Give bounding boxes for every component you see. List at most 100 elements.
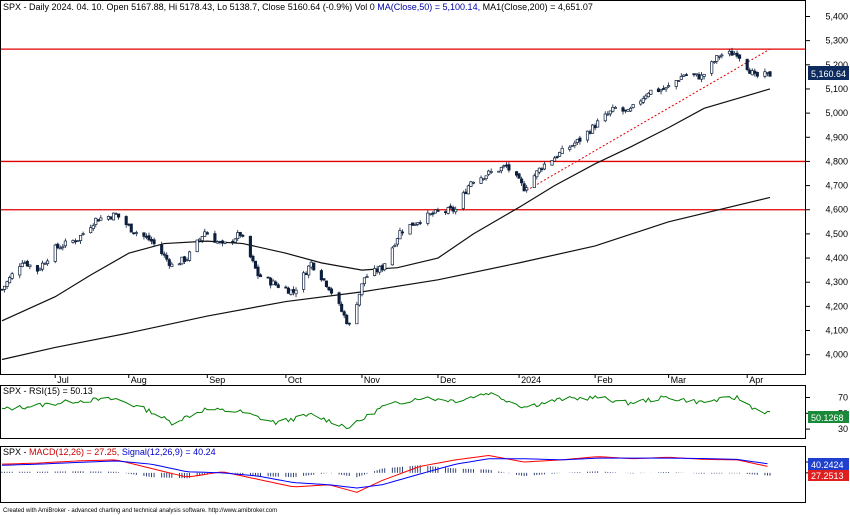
candle-body	[76, 240, 80, 242]
price-y-tick-label: 4,700	[825, 181, 848, 191]
candle-body	[294, 289, 298, 295]
candle-body	[697, 74, 701, 80]
candle-body	[433, 209, 437, 214]
candle-body	[489, 171, 493, 173]
candle-body	[220, 240, 225, 244]
candle-body	[400, 231, 405, 234]
month-label: Feb	[597, 375, 613, 385]
candle-body	[357, 293, 361, 306]
candle-body	[560, 147, 564, 154]
candle-body	[129, 223, 133, 233]
candle-body	[504, 164, 508, 167]
candle-body	[286, 287, 290, 294]
candle-body	[464, 191, 468, 195]
candle-body	[677, 80, 681, 82]
candle-body	[621, 107, 625, 112]
candle-body	[763, 71, 767, 77]
price-y-tick-label: 5,400	[825, 11, 848, 21]
signal-line	[1, 457, 768, 489]
rsi-y-tick-label: 70	[838, 392, 848, 402]
candle-body	[165, 254, 169, 260]
candle-body	[170, 263, 174, 267]
candle-body	[568, 146, 572, 150]
candle-body	[522, 183, 526, 192]
candle-body	[428, 213, 432, 216]
candle-body	[426, 212, 430, 224]
candle-body	[28, 264, 32, 267]
candle-body	[266, 276, 270, 279]
candle-body	[550, 160, 554, 166]
candle-body	[213, 233, 217, 243]
candle-body	[362, 277, 367, 285]
candle-body	[373, 268, 377, 276]
candle-body	[147, 235, 151, 241]
candle-body	[454, 208, 458, 213]
macd-signal-last-label: 40.2424	[811, 460, 844, 470]
price-pane-frame	[0, 0, 806, 375]
candle-body	[109, 216, 113, 220]
candle-body	[644, 95, 648, 99]
candle-body	[319, 270, 323, 281]
candle-body	[342, 311, 346, 316]
candle-body	[124, 216, 128, 225]
candle-body	[160, 244, 164, 255]
candle-body	[684, 74, 688, 76]
price-y-tick-label: 5,300	[825, 36, 848, 46]
candle-body	[585, 130, 590, 141]
candle-body	[694, 73, 699, 76]
candle-body	[238, 231, 242, 236]
candle-body	[745, 58, 749, 70]
candle-body	[134, 232, 138, 234]
candle-body	[96, 219, 100, 222]
candle-body	[649, 89, 653, 95]
footer-credit: Created with AmiBroker - advanced charti…	[3, 508, 277, 514]
candle-body	[520, 178, 524, 184]
candle-body	[223, 241, 227, 244]
candle-body	[573, 142, 577, 146]
candle-body	[395, 238, 399, 245]
candle-body	[606, 113, 610, 116]
candle-body	[58, 247, 62, 250]
candle-body	[355, 304, 359, 325]
price-y-tick-label: 4,200	[825, 301, 848, 311]
candle-body	[329, 288, 334, 294]
candle-body	[517, 173, 521, 179]
candle-body	[241, 234, 245, 237]
candle-body	[218, 241, 222, 243]
candle-body	[667, 85, 671, 88]
candle-body	[646, 92, 650, 98]
candle-body	[302, 272, 306, 290]
macd-line-badge	[808, 470, 849, 481]
price-y-tick-label: 4,100	[825, 326, 848, 336]
candle-body	[177, 263, 181, 266]
candle-body	[309, 261, 313, 268]
candle-body	[466, 185, 470, 195]
candle-body	[25, 260, 29, 267]
price-y-tick-label: 4,600	[825, 205, 848, 215]
candle-body	[398, 230, 402, 240]
candle-body	[659, 89, 663, 92]
candle-body	[269, 277, 273, 286]
candle-body	[588, 131, 592, 134]
candle-body	[535, 170, 539, 178]
candle-body	[63, 240, 67, 247]
candle-body	[94, 217, 98, 225]
macd-line-last-label: 27.2513	[811, 471, 844, 481]
candle-body	[327, 286, 331, 291]
rsi-pane-frame	[0, 385, 806, 439]
candle-body	[469, 181, 473, 187]
candle-body	[203, 231, 207, 237]
candle-body	[258, 274, 263, 278]
candle-body	[692, 73, 696, 76]
month-label: Jul	[57, 375, 69, 385]
month-label: Sep	[209, 375, 225, 385]
macd-pane: 500 40.2424 27.2513 SPX - MACD(12,26) = …	[0, 446, 849, 503]
month-label: Dec	[440, 375, 457, 385]
candle-body	[152, 239, 156, 245]
candle-body	[271, 280, 275, 286]
candle-body	[236, 232, 240, 239]
candle-body	[715, 55, 719, 62]
candle-body	[593, 125, 597, 129]
candle-body	[182, 256, 187, 262]
price-title: SPX - Daily 2024. 04. 10. Open 5167.88, …	[3, 2, 593, 12]
